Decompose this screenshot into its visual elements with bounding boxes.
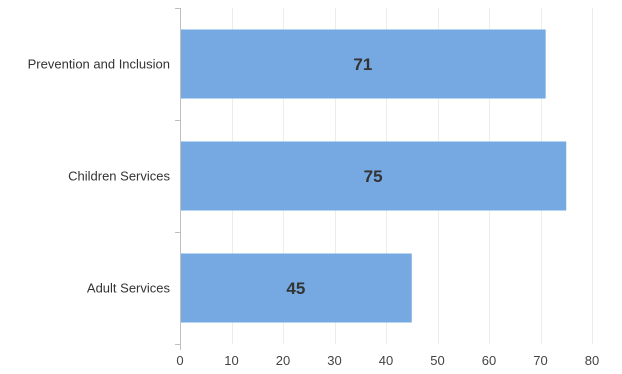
labels: 71 Prevention and Inclusion 75 Children Ser…: [28, 55, 600, 368]
x-tick-label-50: 50: [430, 353, 444, 368]
x-tick-label-60: 60: [482, 353, 496, 368]
y-tick-label-2: Children Services: [68, 169, 170, 184]
x-tick-label-10: 10: [224, 353, 238, 368]
x-tick-label-40: 40: [379, 353, 393, 368]
bar-1: [180, 29, 546, 99]
y-tick-label-1: Prevention and Inclusion: [28, 57, 170, 72]
x-tick-label-30: 30: [327, 353, 341, 368]
x-tick-label-20: 20: [276, 353, 290, 368]
bar-2: [180, 141, 567, 211]
x-tick-label-70: 70: [533, 353, 547, 368]
y-tick-label-3: Adult Services: [87, 281, 171, 296]
x-tick-label-80: 80: [585, 353, 599, 368]
data-label-1: 71: [353, 55, 372, 74]
bars: [180, 29, 567, 323]
axes: [175, 8, 181, 350]
data-label-2: 75: [364, 167, 383, 186]
data-label-3: 45: [286, 279, 305, 298]
x-tick-label-0: 0: [176, 353, 183, 368]
bar-3: [180, 253, 412, 323]
